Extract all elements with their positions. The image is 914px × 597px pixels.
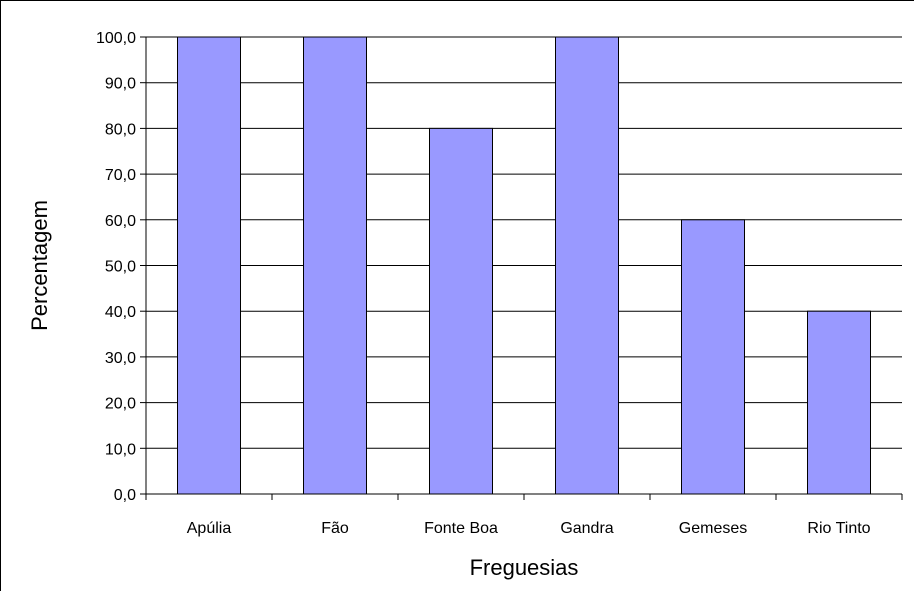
y-tick-label: 30,0 xyxy=(105,350,136,367)
y-tick-label: 20,0 xyxy=(105,396,136,413)
bar xyxy=(807,310,871,495)
x-tick-label: Fonte Boa xyxy=(424,520,498,537)
x-tick-label: Rio Tinto xyxy=(807,520,870,537)
bar xyxy=(429,127,493,495)
bar xyxy=(177,36,241,495)
y-tick-label: 100,0 xyxy=(96,30,136,47)
y-axis-title: Percentagem xyxy=(27,200,52,331)
x-tick-label: Gemeses xyxy=(679,520,747,537)
gridlines xyxy=(146,36,902,449)
y-tick-label: 50,0 xyxy=(105,259,136,276)
x-tick-label: Fão xyxy=(321,520,349,537)
y-tick-label: 70,0 xyxy=(105,167,136,184)
y-tick-label: 40,0 xyxy=(105,304,136,321)
tick-labels: 0,0 10,0 20,0 30,0 40,0 50,0 60,0 70,0 80,0 90,0 1… xyxy=(96,30,871,537)
x-axis-title: Freguesias xyxy=(470,555,579,580)
bar xyxy=(555,36,619,495)
y-tick-label: 60,0 xyxy=(105,213,136,230)
bar xyxy=(681,219,745,495)
y-tick-label: 10,0 xyxy=(105,441,136,458)
bar xyxy=(303,36,367,495)
y-tick-label: 80,0 xyxy=(105,121,136,138)
y-tick-label: 90,0 xyxy=(105,76,136,93)
axes xyxy=(140,36,903,500)
x-tick-label: Apúlia xyxy=(187,520,232,537)
x-tick-label: Gandra xyxy=(560,520,613,537)
y-tick-label: 0,0 xyxy=(114,487,136,504)
